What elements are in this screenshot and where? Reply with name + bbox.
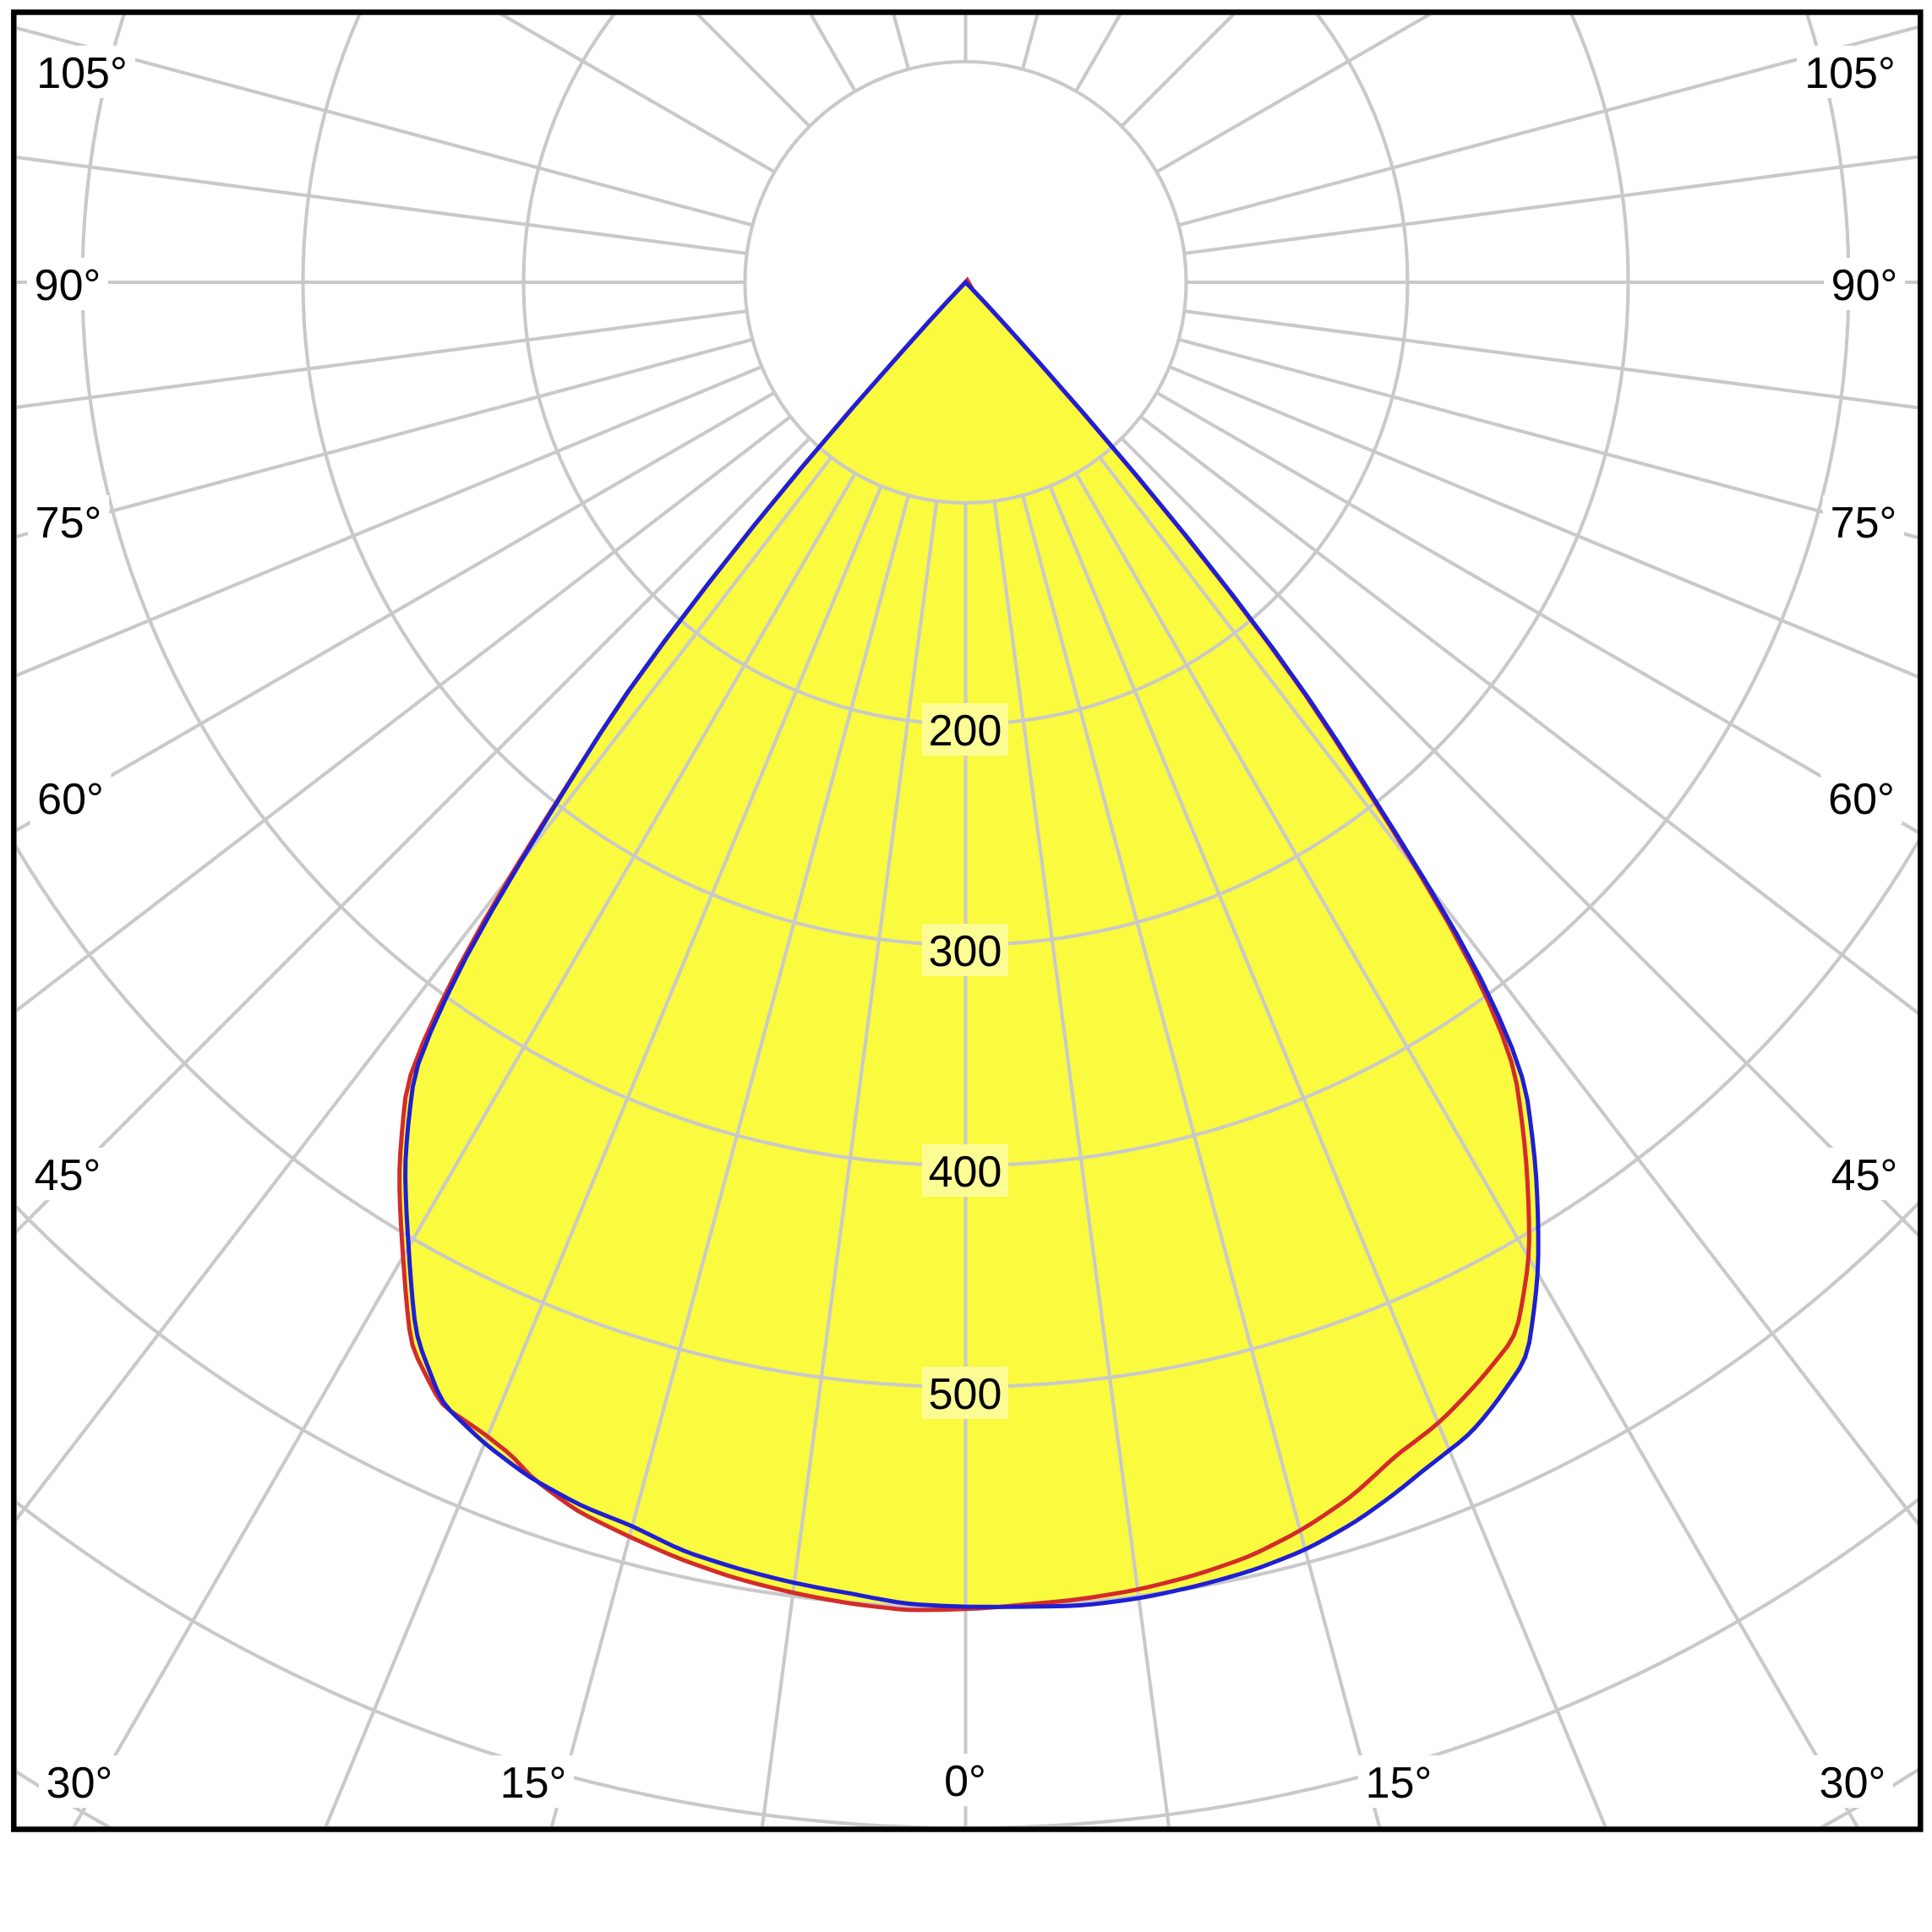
svg-text:15°: 15° [500, 1759, 567, 1808]
svg-text:0°: 0° [944, 1757, 986, 1806]
svg-text:90°: 90° [35, 261, 101, 310]
svg-text:500: 500 [929, 1370, 1002, 1419]
svg-text:105°: 105° [1804, 49, 1896, 98]
svg-text:60°: 60° [1828, 775, 1895, 824]
svg-text:60°: 60° [37, 775, 104, 824]
svg-text:45°: 45° [35, 1151, 101, 1200]
svg-text:90°: 90° [1831, 261, 1898, 310]
svg-text:105°: 105° [36, 49, 128, 98]
svg-text:30°: 30° [46, 1759, 113, 1808]
svg-text:15°: 15° [1366, 1759, 1433, 1808]
svg-text:300: 300 [929, 927, 1002, 976]
svg-text:45°: 45° [1831, 1151, 1898, 1200]
svg-text:30°: 30° [1820, 1759, 1886, 1808]
svg-text:75°: 75° [35, 499, 102, 548]
svg-text:200: 200 [929, 707, 1002, 756]
svg-text:400: 400 [929, 1148, 1002, 1197]
svg-text:75°: 75° [1831, 499, 1897, 548]
